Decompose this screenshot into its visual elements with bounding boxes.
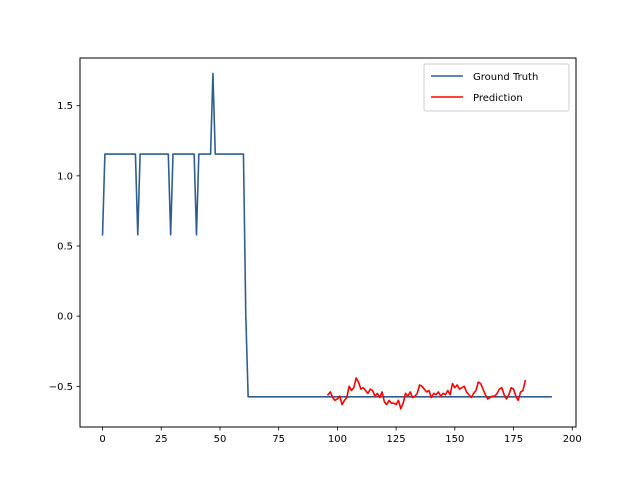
x-tick-label: 125 [387,434,406,445]
x-tick-label: 25 [155,434,168,445]
y-tick-label: −0.5 [49,382,73,393]
series-layer [101,72,552,410]
x-tick-label: 175 [504,434,523,445]
series-line-ground-truth [101,72,552,398]
y-tick-label: 0.5 [57,242,73,253]
series-line-prediction [326,377,527,410]
legend-label-ground-truth: Ground Truth [473,72,538,83]
x-tick-label: 100 [328,434,347,445]
y-tick-label: 0.0 [57,312,73,323]
legend: Ground Truth Prediction [423,63,570,112]
y-axis: −0.5 0.0 0.5 1.0 1.5 [49,101,80,393]
x-tick-label: 75 [272,434,285,445]
x-tick-label: 50 [214,434,227,445]
legend-label-prediction: Prediction [473,93,523,104]
x-tick-label: 200 [563,434,582,445]
y-tick-label: 1.5 [57,101,73,112]
plot-frame [79,57,577,428]
x-axis: 0 25 50 75 100 125 150 175 200 [99,427,582,445]
y-tick-label: 1.0 [57,171,73,182]
x-tick-label: 150 [445,434,464,445]
x-tick-label: 0 [99,434,105,445]
